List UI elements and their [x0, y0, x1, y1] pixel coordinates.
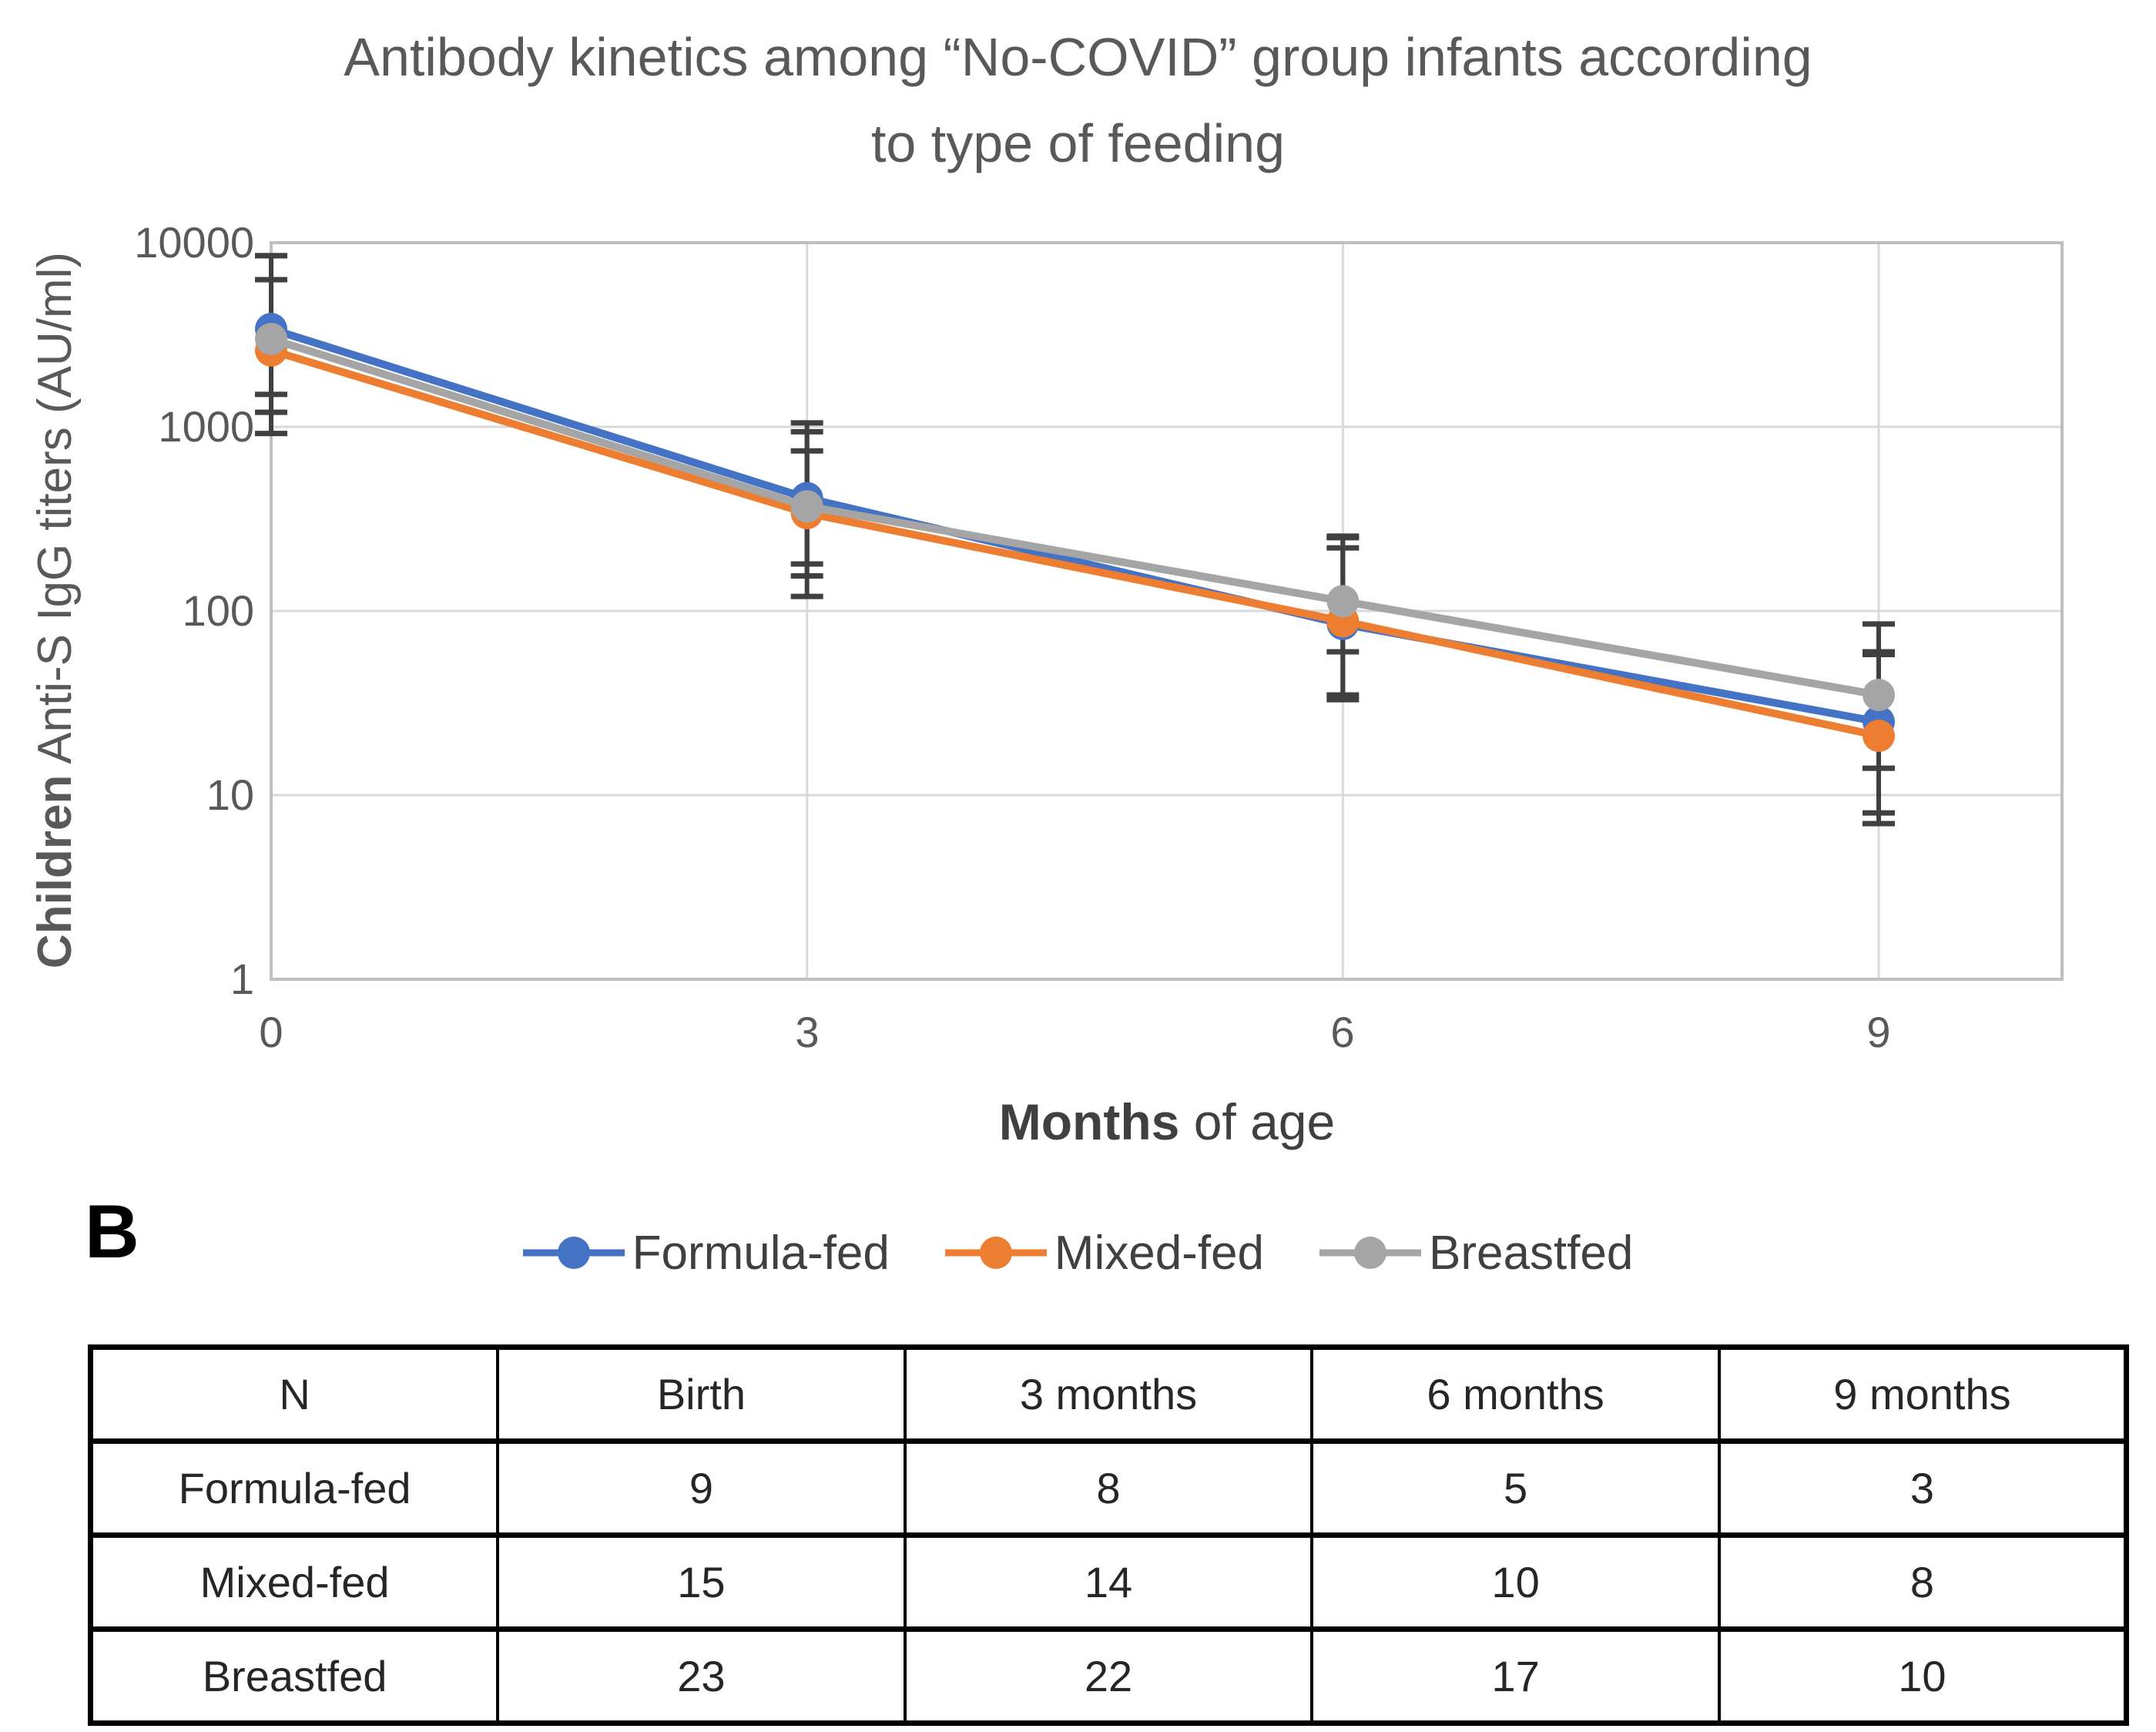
table-cell: 9	[496, 1438, 907, 1538]
panel-label-b: B	[85, 1189, 139, 1274]
x-axis-title: Months of age	[243, 1093, 2091, 1151]
table-header-cell: 9 months	[1717, 1344, 2128, 1444]
table-header-cell: 6 months	[1310, 1344, 1721, 1444]
chart-title-line2: to type of feeding	[870, 113, 1286, 173]
legend-item-breastfed: Breastfed	[1319, 1226, 1633, 1281]
legend-label-breastfed: Breastfed	[1429, 1226, 1634, 1280]
x-tick-label: 6	[1330, 1008, 1355, 1056]
table-row: Breastfed 23 22 17 10	[89, 1626, 2128, 1726]
table-row-label: Formula-fed	[89, 1438, 500, 1538]
legend-label-mixed-fed: Mixed-fed	[1054, 1226, 1265, 1280]
table-cell: 10	[1310, 1532, 1721, 1632]
table-cell: 14	[903, 1532, 1314, 1632]
x-tick-label: 3	[795, 1008, 820, 1056]
legend-label-formula-fed: Formula-fed	[632, 1226, 890, 1280]
table-cell: 8	[903, 1438, 1314, 1538]
table-cell: 23	[496, 1626, 907, 1726]
y-tick-label: 100	[182, 586, 254, 635]
y-axis-title-rest: Anti-S IgG titers (AU/ml)	[29, 251, 82, 775]
table-header-cell: 3 months	[903, 1344, 1314, 1444]
table-row: Mixed-fed 15 14 10 8	[89, 1532, 2128, 1632]
legend-marker-mixed-fed-icon	[944, 1237, 1047, 1269]
table-row: Formula-fed 9 8 5 3	[89, 1438, 2128, 1538]
table-row-label: Mixed-fed	[89, 1532, 500, 1632]
table-header-cell: N	[89, 1344, 500, 1444]
table-cell: 8	[1717, 1532, 2128, 1632]
legend-marker-breastfed-icon	[1319, 1237, 1422, 1269]
legend-marker-formula-fed-icon	[522, 1237, 625, 1269]
table-cell: 17	[1310, 1626, 1721, 1726]
x-axis-title-rest: of age	[1179, 1093, 1336, 1150]
table-cell: 5	[1310, 1438, 1721, 1538]
y-tick-label: 10000	[134, 218, 254, 267]
chart-title: Antibody kinetics among “No-COVID” group…	[0, 14, 2156, 186]
table-cell: 10	[1717, 1626, 2128, 1726]
y-tick-label: 1000	[158, 402, 254, 451]
y-axis-title-bold: Children	[29, 774, 82, 969]
table-header-cell: Birth	[496, 1344, 907, 1444]
y-axis-title: Children Anti-S IgG titers (AU/ml)	[25, 186, 86, 1034]
x-tick-label: 0	[259, 1008, 283, 1056]
legend-item-formula-fed: Formula-fed	[522, 1226, 890, 1281]
plot-svg	[255, 241, 2064, 981]
n-table: N Birth 3 months 6 months 9 months Formu…	[88, 1344, 2129, 1726]
table-cell: 15	[496, 1532, 907, 1632]
table-cell: 3	[1717, 1438, 2128, 1538]
y-tick-label: 10	[206, 770, 254, 819]
x-tick-label: 9	[1866, 1008, 1891, 1056]
table-header-row: N Birth 3 months 6 months 9 months	[89, 1344, 2128, 1444]
y-tick-label: 1	[230, 955, 254, 1003]
table-cell: 22	[903, 1626, 1314, 1726]
table-row-label: Breastfed	[89, 1626, 500, 1726]
chart-legend: Formula-fed Mixed-fed Breastfed	[0, 1219, 2156, 1287]
chart-title-line1: Antibody kinetics among “No-COVID” group…	[344, 27, 1812, 87]
legend-item-mixed-fed: Mixed-fed	[944, 1226, 1265, 1281]
x-axis-title-bold: Months	[998, 1093, 1180, 1150]
